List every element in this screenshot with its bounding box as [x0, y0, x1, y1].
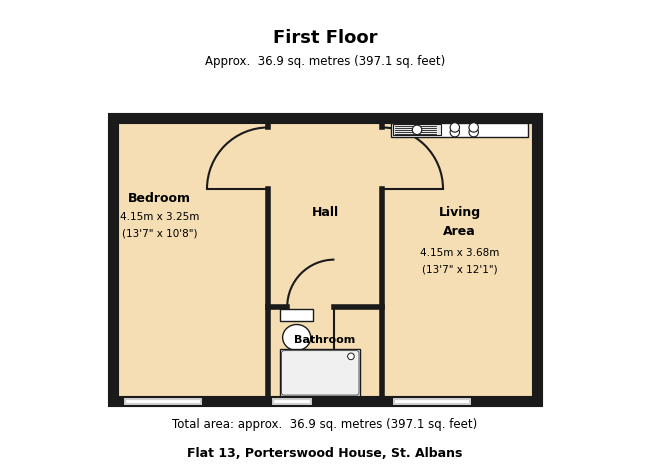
Text: Approx.  36.9 sq. metres (397.1 sq. feet): Approx. 36.9 sq. metres (397.1 sq. feet) — [205, 55, 445, 68]
Bar — [112, 118, 268, 401]
Text: Bathroom: Bathroom — [294, 335, 356, 345]
Bar — [284, 353, 357, 393]
Circle shape — [412, 125, 422, 135]
Text: First Floor: First Floor — [273, 29, 377, 47]
Circle shape — [469, 127, 478, 137]
Text: Total area: approx.  36.9 sq. metres (397.1 sq. feet): Total area: approx. 36.9 sq. metres (397… — [172, 418, 478, 431]
Text: Hall: Hall — [311, 206, 339, 219]
Text: 4.15m x 3.25m: 4.15m x 3.25m — [120, 212, 200, 222]
Bar — [393, 124, 441, 135]
Bar — [382, 118, 538, 401]
Text: 4.15m x 3.68m: 4.15m x 3.68m — [420, 247, 499, 258]
Circle shape — [450, 123, 460, 132]
Ellipse shape — [283, 325, 311, 350]
Text: Flat 13, Porterswood House, St. Albans: Flat 13, Porterswood House, St. Albans — [187, 447, 463, 460]
Bar — [280, 309, 313, 321]
Circle shape — [450, 127, 460, 137]
Bar — [112, 118, 538, 401]
Bar — [280, 349, 360, 396]
FancyBboxPatch shape — [281, 351, 359, 395]
Text: Bedroom: Bedroom — [128, 192, 191, 205]
Text: Living: Living — [439, 206, 480, 219]
Circle shape — [348, 353, 354, 360]
Text: (13'7" x 10'8"): (13'7" x 10'8") — [122, 228, 198, 239]
Text: Area: Area — [443, 225, 476, 238]
Text: (13'7" x 12'1"): (13'7" x 12'1") — [422, 264, 497, 274]
Bar — [268, 307, 382, 401]
Bar — [391, 123, 528, 137]
Bar — [268, 118, 382, 307]
Circle shape — [469, 123, 478, 132]
